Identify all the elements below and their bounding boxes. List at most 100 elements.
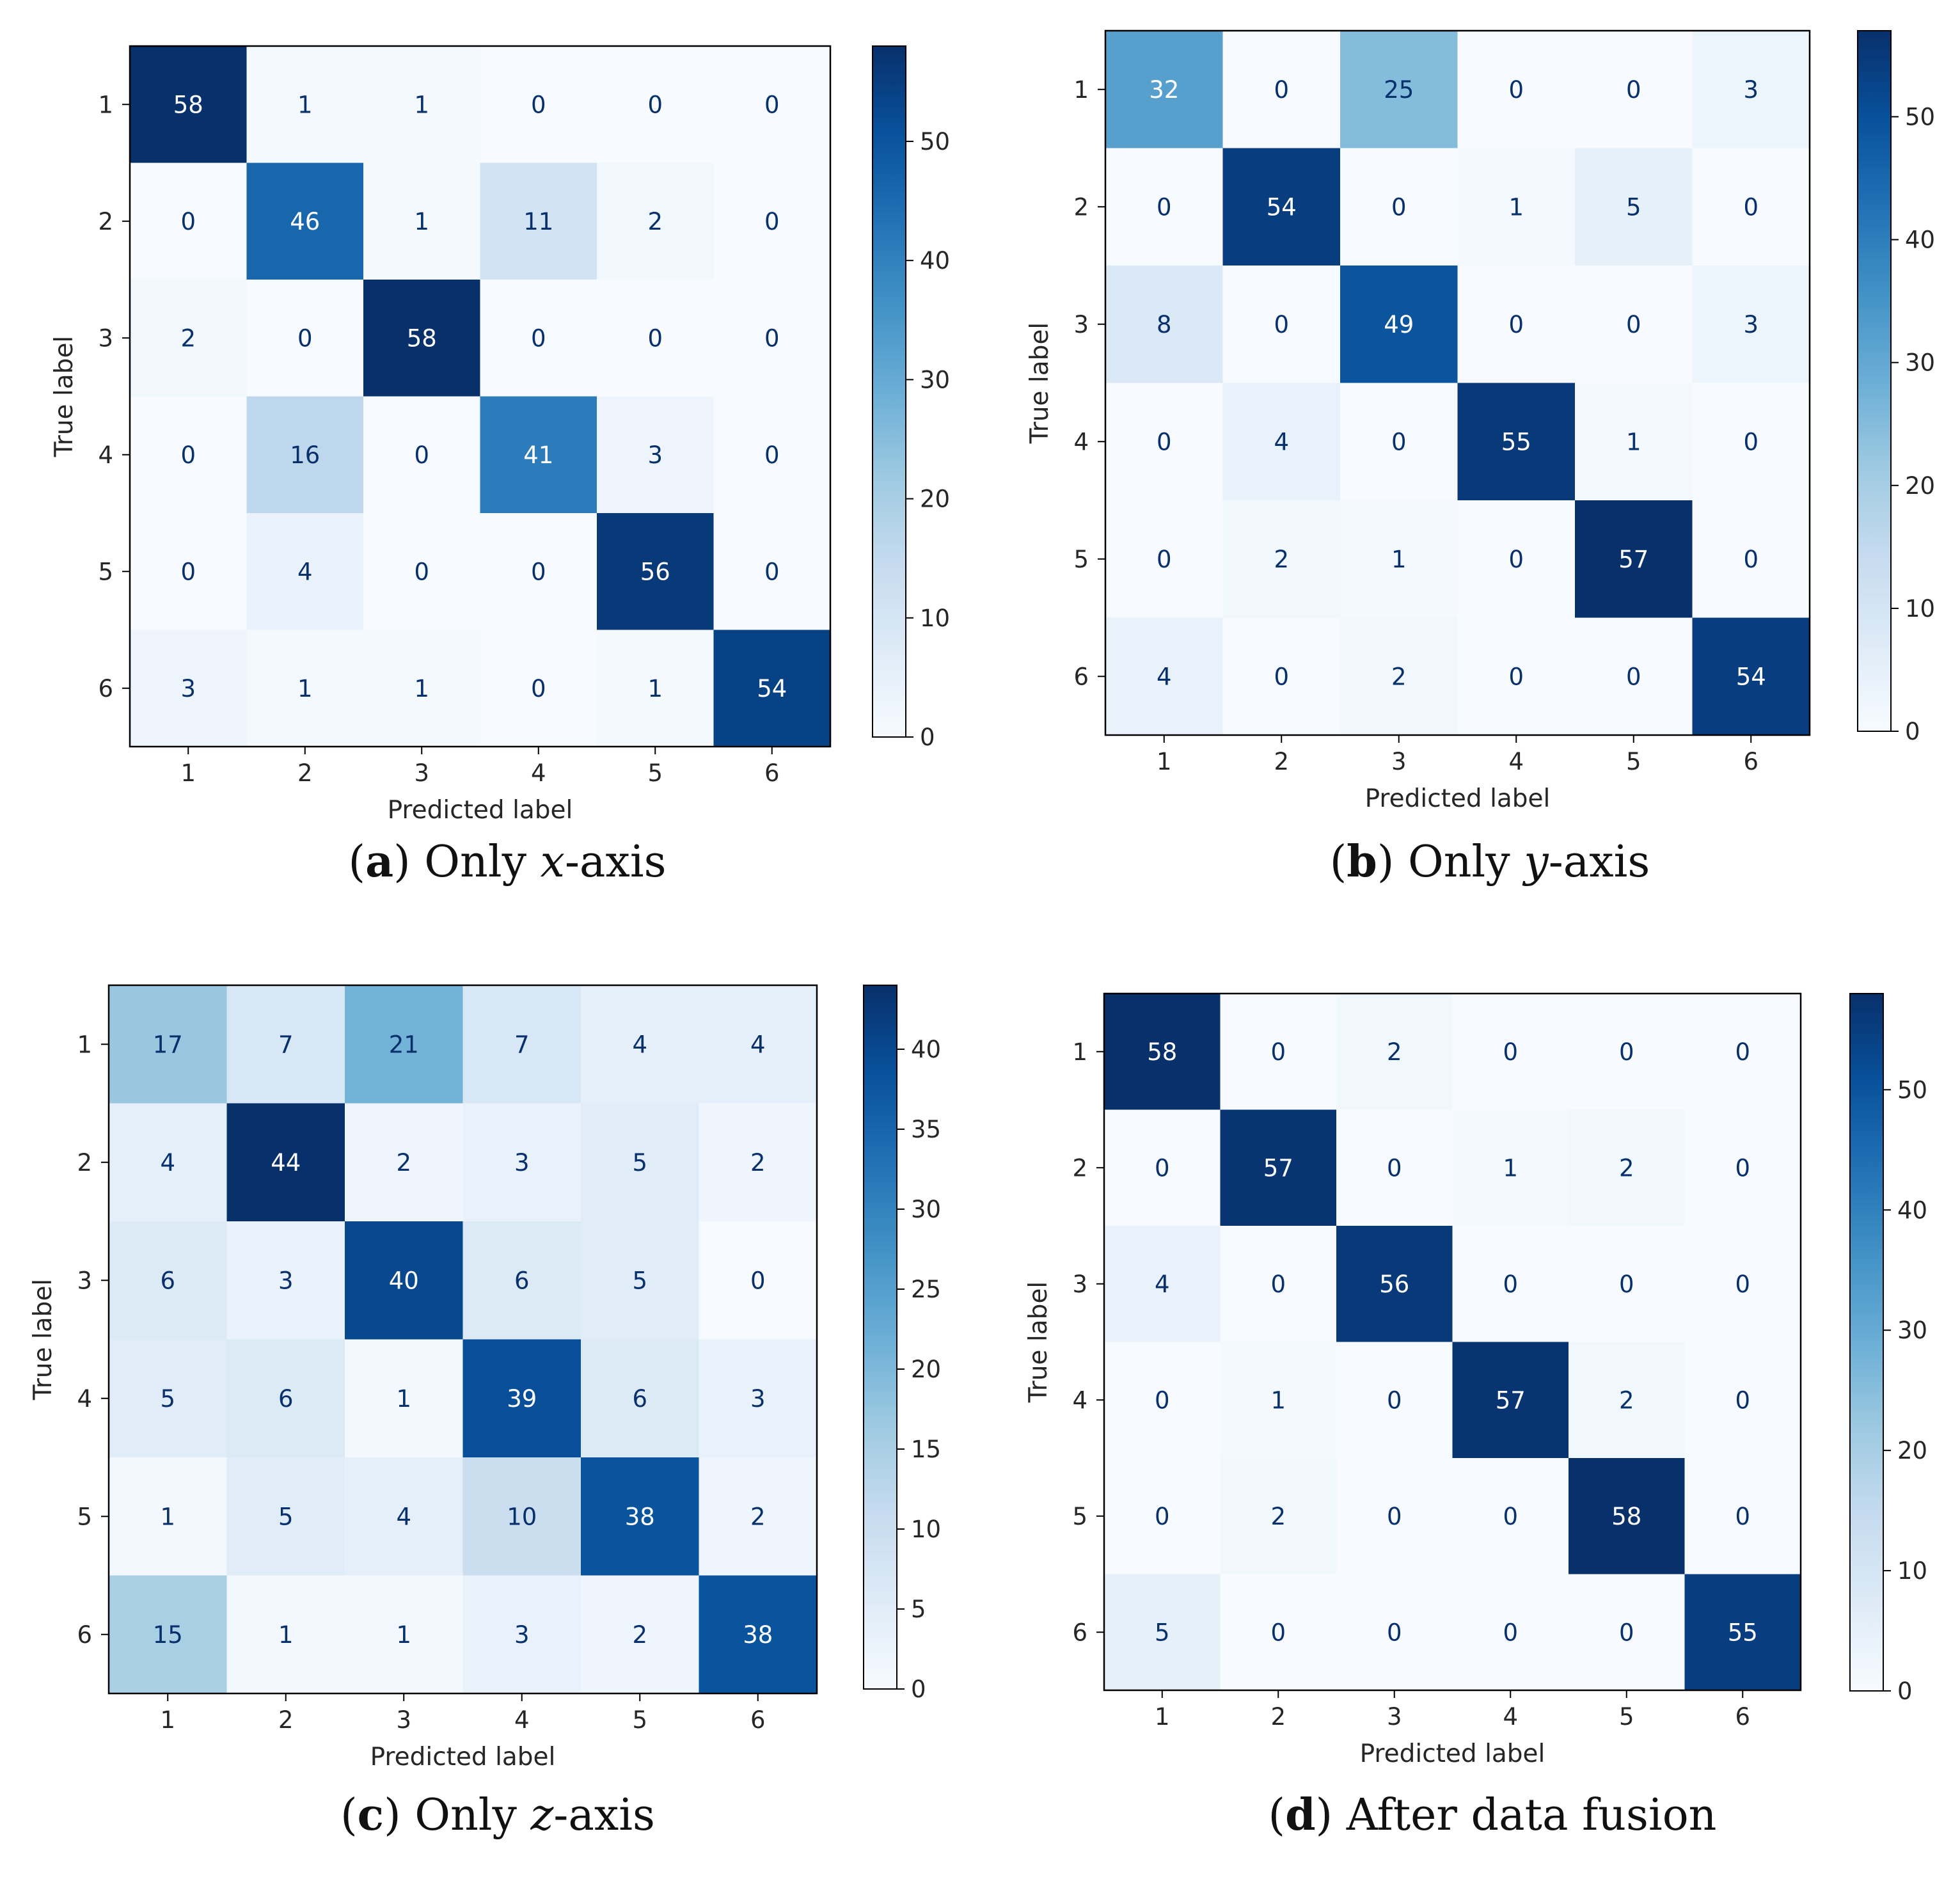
cell-value-label: 0 xyxy=(1619,1619,1634,1646)
x-tick-label: 4 xyxy=(1503,1703,1518,1731)
cell-value-label: 0 xyxy=(1387,1619,1402,1646)
colorbar-tick-label: 10 xyxy=(1905,595,1935,622)
heatmap-cell xyxy=(363,163,481,280)
heatmap-cell xyxy=(713,396,831,514)
y-tick-label: 6 xyxy=(77,1621,92,1649)
cell-value-label: 54 xyxy=(1267,193,1297,221)
colorbar-tick-label: 15 xyxy=(911,1436,941,1463)
heatmap-cell xyxy=(345,1575,464,1694)
matrix-frame xyxy=(1104,29,1811,736)
colorbar-tick-label: 0 xyxy=(1905,718,1920,745)
cell-value-label: 0 xyxy=(531,91,546,118)
heatmap-cell xyxy=(480,280,597,397)
cell-value-label: 5 xyxy=(632,1149,647,1177)
heatmap-cell xyxy=(1222,383,1341,501)
heatmap-cell xyxy=(1104,994,1221,1111)
cell-value-label: 55 xyxy=(1501,428,1531,456)
cell-value-label: 1 xyxy=(647,675,663,702)
heatmap-cell xyxy=(1104,1574,1221,1691)
heatmap-cell xyxy=(1457,31,1576,149)
heatmap-cell xyxy=(1222,148,1341,266)
heatmap-cell xyxy=(1105,148,1224,266)
heatmap-cell xyxy=(246,513,364,631)
cell-value-label: 0 xyxy=(1503,1038,1518,1066)
cell-value-label: 55 xyxy=(1728,1619,1758,1646)
x-tick-label: 1 xyxy=(180,759,196,787)
heatmap-cell xyxy=(597,46,715,164)
cell-value-label: 2 xyxy=(1619,1386,1634,1414)
heatmap-cell xyxy=(1340,266,1458,384)
heatmap-cell xyxy=(699,985,818,1104)
x-tick-label: 1 xyxy=(1155,1703,1170,1731)
heatmap-cell xyxy=(581,1221,700,1340)
cell-value-label: 56 xyxy=(1379,1271,1409,1298)
y-tick-label: 2 xyxy=(1073,193,1089,221)
cell-value-label: 4 xyxy=(632,1031,647,1058)
heatmap-cell xyxy=(1220,1458,1337,1575)
heatmap-cell xyxy=(109,1457,228,1576)
cell-value-label: 1 xyxy=(278,1621,294,1649)
heatmap-cell xyxy=(246,163,364,280)
cell-value-label: 0 xyxy=(180,558,196,585)
cell-value-label: 0 xyxy=(1387,1154,1402,1182)
colorbar-tick-label: 0 xyxy=(1897,1677,1913,1705)
heatmap-cell xyxy=(1457,383,1576,501)
cell-value-label: 17 xyxy=(153,1031,183,1058)
cell-value-label: 16 xyxy=(290,441,320,469)
heatmap-cell xyxy=(1569,994,1686,1111)
cell-value-label: 25 xyxy=(1384,76,1414,104)
cell-value-label: 6 xyxy=(632,1385,647,1413)
y-tick-label: 3 xyxy=(98,324,113,352)
heatmap-cell xyxy=(1575,617,1693,736)
cell-value-label: 6 xyxy=(278,1385,294,1413)
colorbar-tick-label: 35 xyxy=(911,1116,941,1143)
cell-value-label: 5 xyxy=(632,1267,647,1294)
cell-value-label: 2 xyxy=(1270,1503,1286,1530)
heatmap-cell xyxy=(1575,148,1693,266)
x-tick-label: 4 xyxy=(514,1706,530,1734)
cell-value-label: 46 xyxy=(290,208,320,235)
heatmap-cell xyxy=(713,513,831,631)
heatmap-cell xyxy=(130,630,248,747)
cell-value-label: 1 xyxy=(414,91,429,118)
heatmap-cell xyxy=(345,1339,464,1458)
colorbar xyxy=(1849,993,1884,1692)
heatmap-cell xyxy=(713,163,831,280)
heatmap-cell xyxy=(1452,1226,1569,1343)
heatmap-cell xyxy=(1684,1226,1801,1343)
colorbar-tick-label: 10 xyxy=(911,1516,941,1543)
cell-value-label: 2 xyxy=(1274,546,1289,573)
heatmap-cell xyxy=(1575,383,1693,501)
colorbar-tick-label: 0 xyxy=(911,1676,926,1703)
cell-value-label: 44 xyxy=(271,1149,301,1177)
heatmap-cell xyxy=(130,513,248,631)
cell-value-label: 0 xyxy=(1619,1271,1634,1298)
heatmap-cell xyxy=(480,630,597,747)
heatmap-cell xyxy=(1569,1574,1686,1691)
heatmap-cell xyxy=(226,1575,345,1694)
cell-value-label: 0 xyxy=(1155,1154,1170,1182)
cell-value-label: 0 xyxy=(1155,1503,1170,1530)
y-tick-label: 4 xyxy=(1073,428,1089,456)
heatmap-cell xyxy=(345,1457,464,1576)
cell-value-label: 0 xyxy=(1626,311,1641,338)
heatmap-cell xyxy=(462,1575,581,1694)
cell-value-label: 0 xyxy=(750,1267,766,1294)
cell-value-label: 0 xyxy=(1743,428,1758,456)
heatmap-cell xyxy=(345,1103,464,1222)
colorbar-tick-label: 5 xyxy=(911,1596,926,1623)
heatmap-cell xyxy=(1692,500,1810,619)
heatmap-cell xyxy=(1684,994,1801,1111)
x-tick-label: 6 xyxy=(750,1706,766,1734)
cell-value-label: 0 xyxy=(531,558,546,585)
heatmap-cell xyxy=(1692,31,1810,149)
heatmap-cell xyxy=(1575,500,1693,619)
cell-value-label: 2 xyxy=(180,324,196,352)
heatmap-cell xyxy=(345,1221,464,1340)
y-tick-label: 6 xyxy=(98,675,113,702)
cell-value-label: 7 xyxy=(514,1031,530,1058)
cell-value-label: 1 xyxy=(414,675,429,702)
cell-value-label: 0 xyxy=(297,324,313,352)
heatmap-cell xyxy=(130,163,248,280)
cell-value-label: 0 xyxy=(1274,663,1289,690)
